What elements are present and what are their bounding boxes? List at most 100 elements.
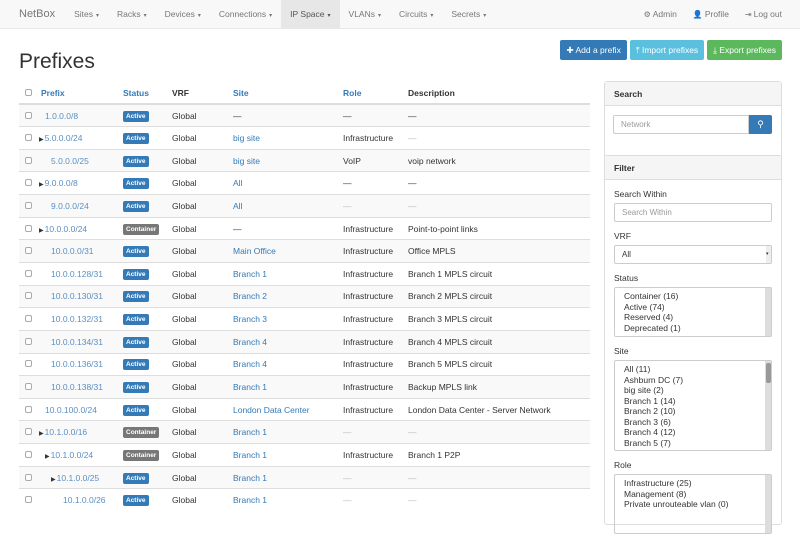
site-link[interactable]: Branch 1 (233, 495, 268, 506)
site-link[interactable]: All (233, 200, 243, 211)
nav-circuits[interactable]: Circuits ▾ (390, 0, 442, 29)
site-link[interactable]: big site (233, 132, 260, 143)
site-link[interactable]: Branch 2 (233, 291, 268, 302)
nav-admin[interactable]: ⚙ Admin (636, 0, 685, 29)
scrollbar[interactable] (765, 361, 771, 450)
site-link[interactable]: Branch 4 (233, 359, 268, 370)
col-prefix[interactable]: Prefix (37, 82, 119, 105)
expand-caret-icon[interactable]: ▶ (45, 453, 50, 460)
status-multiselect[interactable]: Container (16) Active (74) Reserved (4) Dep… (614, 287, 772, 337)
site-option[interactable]: Branch 3 (6) (624, 416, 671, 427)
row-checkbox[interactable] (25, 201, 32, 209)
expand-caret-icon[interactable]: ▶ (39, 182, 44, 189)
nav-devices[interactable]: Devices ▾ (156, 0, 210, 29)
scrollbar[interactable] (765, 288, 771, 336)
row-checkbox[interactable] (25, 360, 32, 368)
site-option[interactable]: big site (2) (624, 385, 664, 395)
row-checkbox[interactable] (25, 111, 32, 119)
prefix-link[interactable]: 5.0.0.0/24 (44, 132, 83, 143)
prefix-link[interactable]: 5.0.0.0/25 (51, 155, 89, 166)
role-multiselect[interactable]: Infrastructure (25) Management (8) Private… (614, 474, 772, 534)
select-all-checkbox[interactable] (25, 88, 32, 96)
row-checkbox[interactable] (25, 428, 32, 436)
prefix-link[interactable]: 10.1.0.0/25 (56, 472, 100, 483)
row-checkbox[interactable] (25, 179, 32, 187)
prefix-link[interactable]: 10.0.0.134/31 (51, 336, 103, 347)
prefix-link[interactable]: 10.0.0.0/31 (51, 246, 94, 257)
role-option[interactable]: Infrastructure (25) (624, 478, 692, 488)
row-checkbox[interactable] (25, 473, 32, 481)
site-link[interactable]: Branch 1 (233, 427, 268, 438)
nav-sites[interactable]: Sites ▾ (65, 0, 108, 29)
row-checkbox[interactable] (25, 247, 32, 255)
site-option[interactable]: Branch 1 (14) (624, 395, 676, 406)
add-prefix-button[interactable]: ✚ Add a prefix (560, 40, 627, 60)
site-option[interactable]: Branch 5 (7) (624, 437, 671, 448)
site-link[interactable]: London Data Center (233, 404, 310, 415)
site-link[interactable]: big site (233, 155, 260, 166)
nav-ip-space[interactable]: IP Space ▾ (281, 0, 340, 29)
prefix-link[interactable]: 10.0.0.0/24 (44, 223, 88, 234)
expand-caret-icon[interactable]: ▶ (39, 136, 44, 143)
site-link[interactable]: Branch 1 (233, 268, 268, 279)
scrollbar[interactable] (765, 475, 771, 533)
prefix-link[interactable]: 1.0.0.0/8 (45, 110, 79, 121)
prefix-link[interactable]: 10.1.0.0/16 (44, 427, 88, 438)
row-checkbox[interactable] (25, 133, 32, 141)
site-option[interactable]: COLO 1 OA (2) (624, 448, 762, 450)
row-checkbox[interactable] (25, 405, 32, 413)
status-option[interactable]: Container (16) (624, 291, 679, 301)
row-checkbox[interactable] (25, 496, 32, 504)
status-option[interactable]: Reserved (4) (624, 312, 674, 322)
prefix-link[interactable]: 10.0.0.132/31 (51, 314, 103, 325)
site-option[interactable]: Branch 4 (12) (624, 427, 676, 437)
site-link[interactable]: Branch 1 (233, 472, 268, 483)
site-link[interactable]: Main Office (233, 246, 276, 257)
prefix-link[interactable]: 10.1.0.0/24 (50, 449, 94, 460)
nav-vlans[interactable]: VLANs ▾ (340, 0, 390, 29)
row-checkbox[interactable] (25, 156, 32, 164)
site-link[interactable]: Branch 3 (233, 314, 268, 325)
site-option[interactable]: Ashburn DC (7) (624, 374, 684, 385)
expand-caret-icon[interactable]: ▶ (39, 431, 44, 438)
status-option[interactable]: Active (74) (624, 301, 665, 312)
site-link[interactable]: Branch 4 (233, 336, 268, 347)
network-search-input[interactable]: Network (613, 115, 749, 134)
row-checkbox[interactable] (25, 315, 32, 323)
row-checkbox[interactable] (25, 292, 32, 300)
col-site[interactable]: Site (229, 82, 339, 105)
site-option[interactable]: All (11) (624, 364, 651, 374)
row-checkbox[interactable] (25, 450, 32, 458)
site-multiselect[interactable]: All (11) Ashburn DC (7) big site (2) Branch… (614, 360, 772, 451)
nav-log-out[interactable]: ⇥ Log out (737, 0, 790, 29)
search-button[interactable]: ⚲ (749, 115, 772, 134)
prefix-link[interactable]: 10.0.0.136/31 (51, 359, 103, 370)
row-checkbox[interactable] (25, 269, 32, 277)
row-checkbox[interactable] (25, 383, 32, 390)
export-prefixes-button[interactable]: ⤓ Export prefixes (707, 40, 782, 60)
nav-racks[interactable]: Racks ▾ (108, 0, 156, 29)
col-role[interactable]: Role (339, 82, 404, 105)
expand-caret-icon[interactable]: ▶ (51, 476, 56, 483)
nav-profile[interactable]: 👤 Profile (685, 0, 737, 29)
row-checkbox[interactable] (25, 224, 32, 232)
site-link[interactable]: Branch 1 (233, 382, 268, 392)
site-link[interactable]: Branch 1 (233, 449, 268, 460)
brand-logo[interactable]: NetBox (19, 8, 56, 20)
prefix-link[interactable]: 9.0.0.0/24 (51, 200, 89, 211)
prefix-link[interactable]: 10.0.0.128/31 (51, 268, 103, 279)
prefix-link[interactable]: 10.0.0.138/31 (51, 382, 103, 392)
prefix-link[interactable]: 9.0.0.0/8 (44, 178, 78, 189)
nav-secrets[interactable]: Secrets ▾ (442, 0, 495, 29)
col-status[interactable]: Status (119, 82, 168, 105)
nav-connections[interactable]: Connections ▾ (210, 0, 281, 29)
role-option[interactable]: Private unrouteable vlan (0) (624, 499, 729, 509)
vrf-select[interactable]: All ▾ (614, 245, 772, 264)
import-prefixes-button[interactable]: ⤒ Import prefixes (629, 40, 705, 60)
prefix-link[interactable]: 10.0.0.130/31 (51, 291, 103, 302)
row-checkbox[interactable] (25, 337, 32, 345)
role-option[interactable]: Management (8) (624, 488, 687, 499)
search-within-input[interactable]: Search Within (614, 203, 772, 222)
prefix-link[interactable]: 10.1.0.0/26 (63, 495, 106, 506)
status-option[interactable]: Deprecated (1) (624, 322, 681, 333)
